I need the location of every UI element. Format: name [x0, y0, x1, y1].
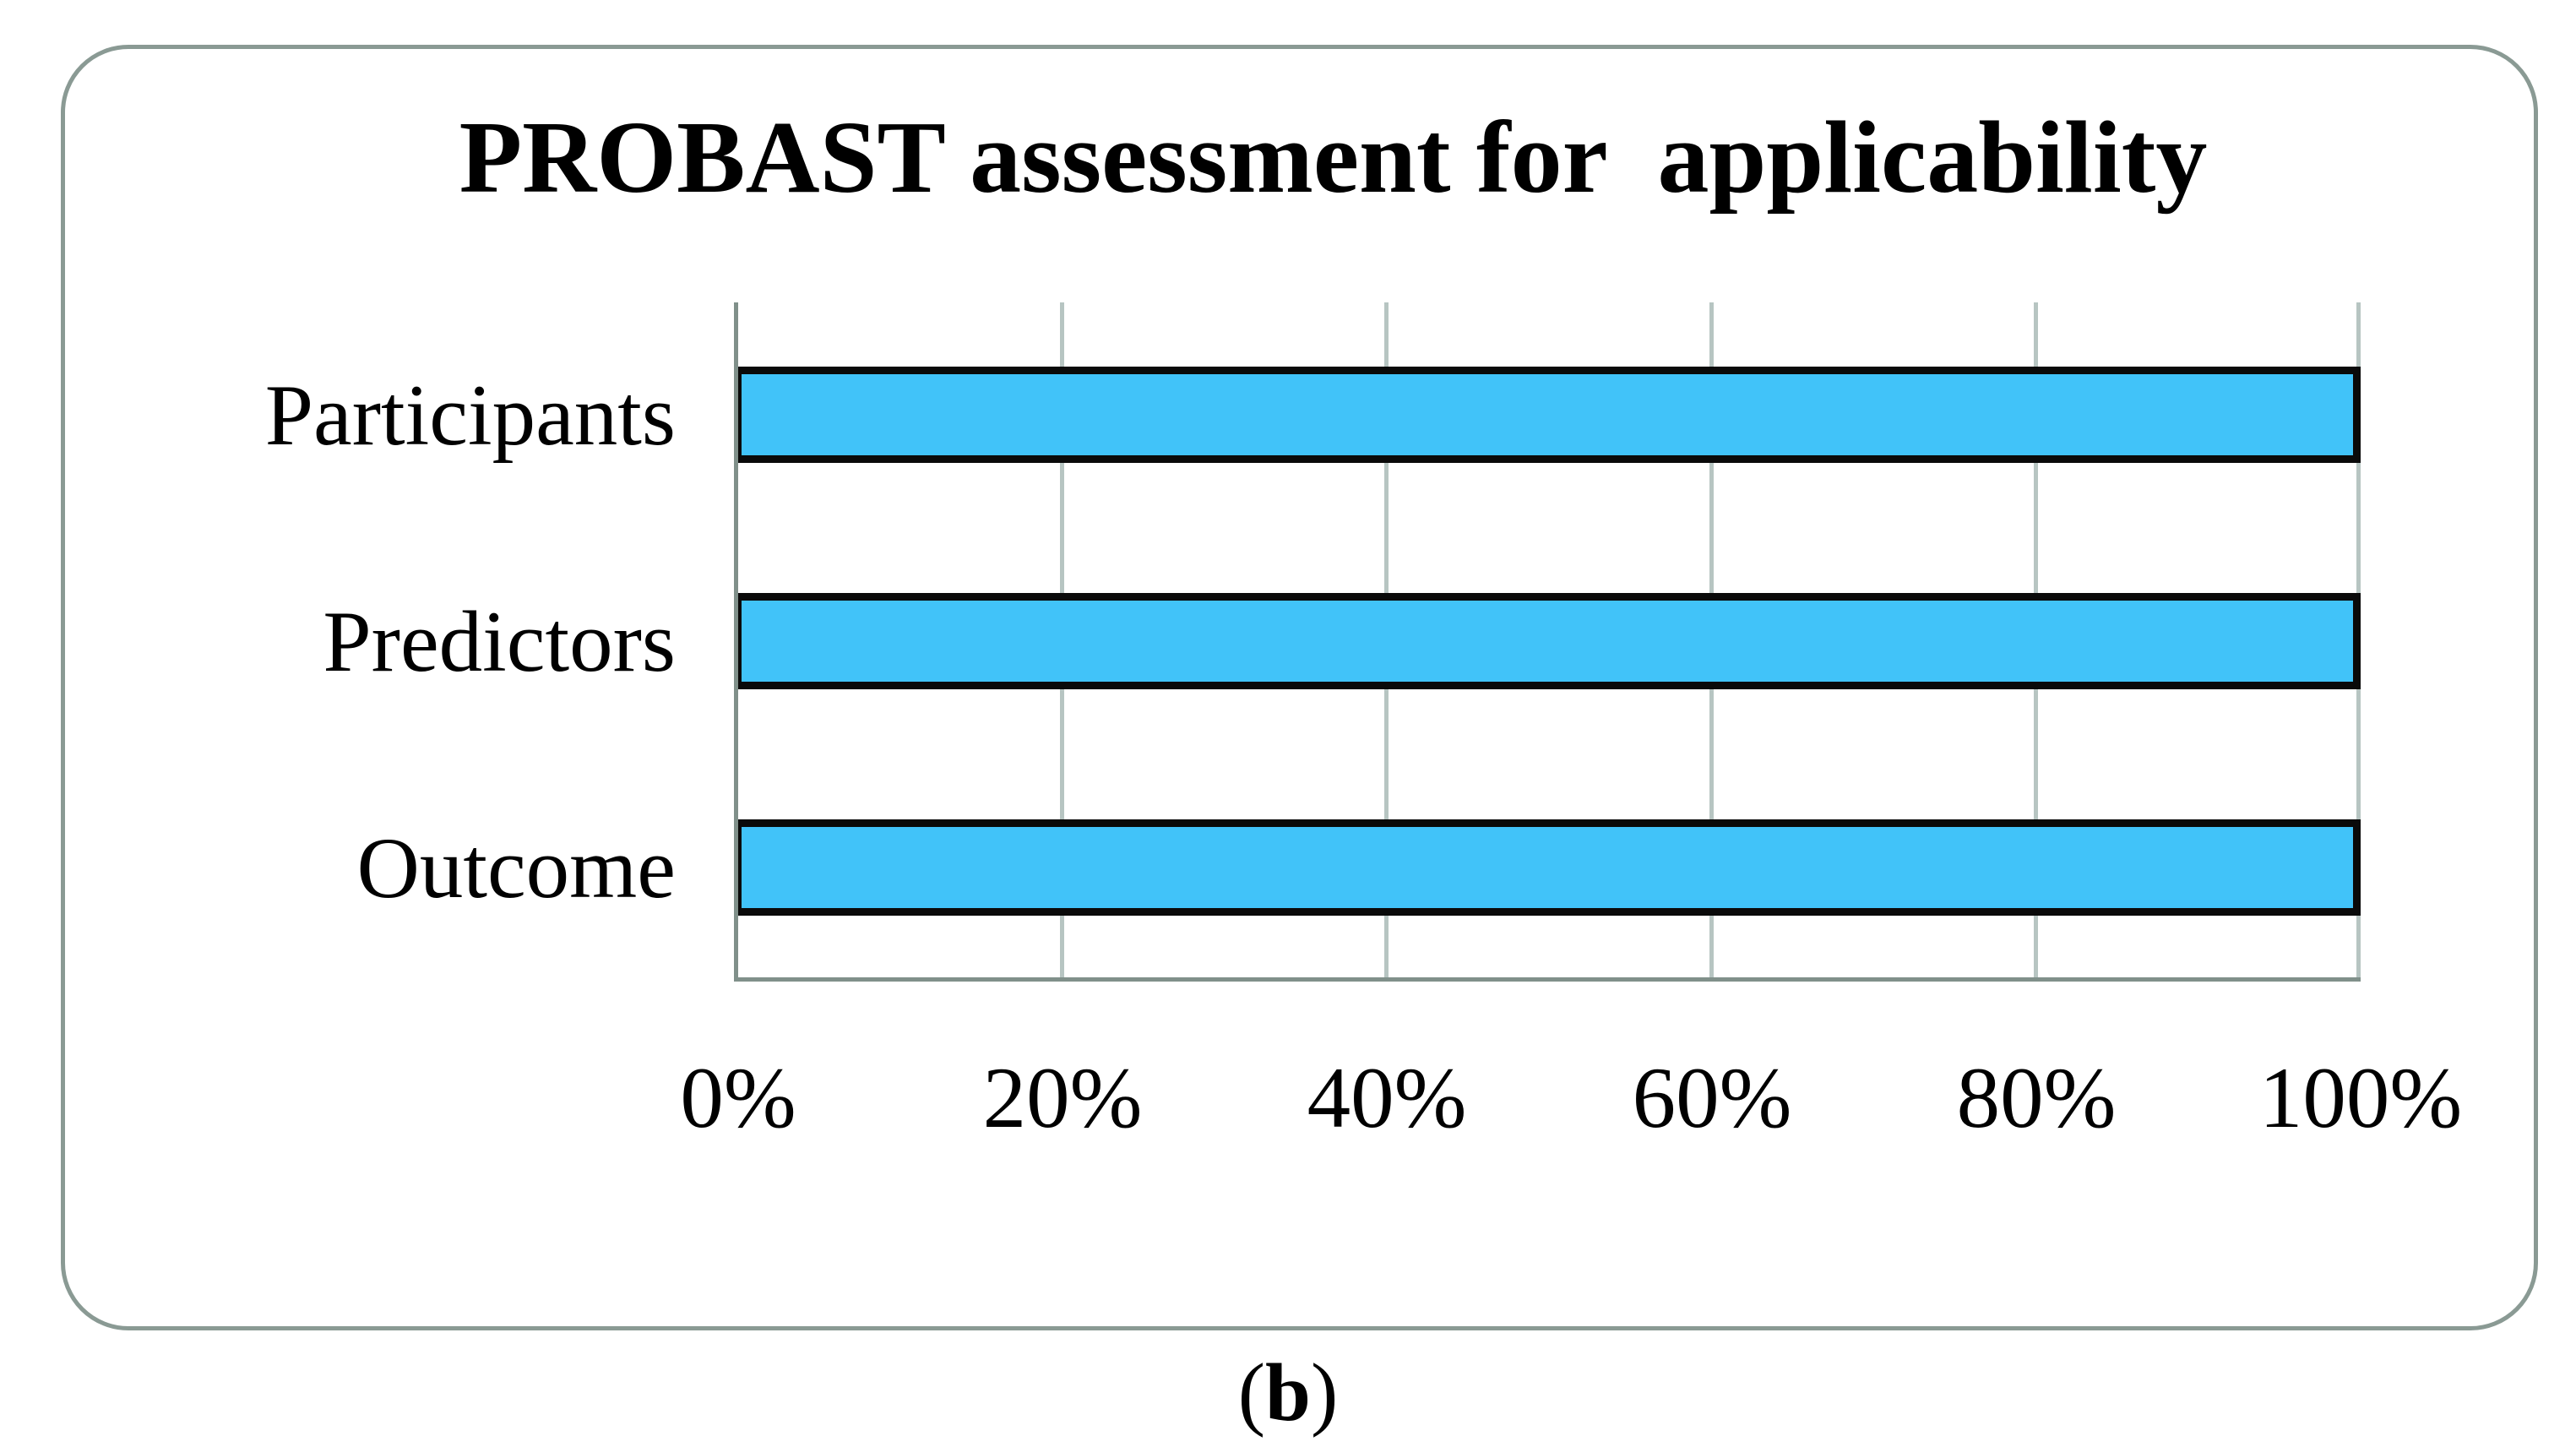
category-label-outcome: Outcome	[356, 820, 676, 917]
x-tick-80: 80%	[1956, 1050, 2117, 1146]
x-tick-20: 20%	[982, 1050, 1143, 1146]
x-tick-40: 40%	[1307, 1050, 1467, 1146]
caption-close-paren: )	[1310, 1347, 1339, 1438]
bar-participants	[738, 367, 2361, 463]
bar-predictors	[738, 593, 2361, 689]
chart-title: PROBAST assessment for applicability	[459, 101, 2208, 215]
subfigure-caption: (b)	[0, 1346, 2576, 1439]
caption-letter: b	[1265, 1347, 1311, 1438]
x-tick-60: 60%	[1632, 1050, 1792, 1146]
plot-area	[734, 302, 2361, 982]
category-label-predictors: Predictors	[323, 594, 676, 690]
x-tick-100: 100%	[2258, 1050, 2463, 1146]
bar-outcome	[738, 819, 2361, 916]
x-tick-0: 0%	[680, 1050, 796, 1146]
caption-open-paren: (	[1237, 1347, 1266, 1438]
category-label-participants: Participants	[264, 367, 676, 464]
